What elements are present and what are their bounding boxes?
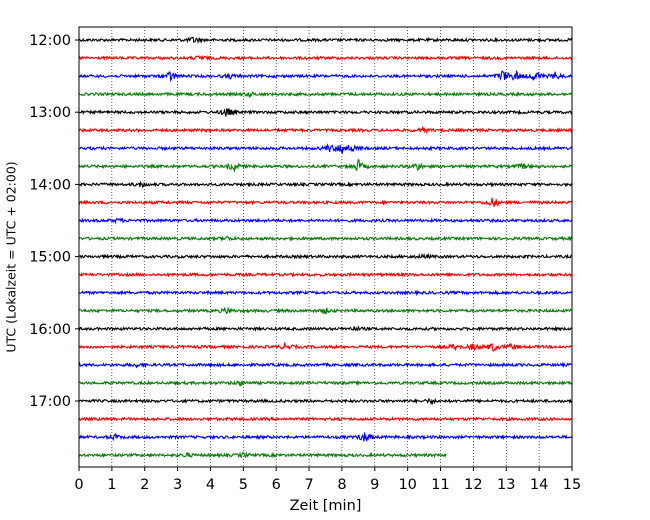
trace-1345 [78,158,573,173]
trace-1600 [78,325,573,333]
trace-1745 [78,451,447,459]
x-axis-ticks: 0 1 2 3 4 5 6 7 8 9 10 11 12 13 14 15 [74,467,581,493]
x-tick-label-10: 10 [398,477,416,493]
x-tick-label-7: 7 [304,477,313,493]
trace-1545 [78,306,572,315]
x-tick-label-14: 14 [530,477,548,493]
y-tick-label-1400: 14:00 [29,177,71,193]
y-tick-label-1300: 13:00 [29,105,71,121]
trace-1515 [78,271,573,278]
trace-1445 [78,235,573,243]
y-tick-label-1200: 12:00 [29,33,71,49]
trace-1700 [78,397,573,406]
vertical-gridlines [111,27,540,467]
trace-1330 [78,143,573,155]
x-tick-label-15: 15 [563,477,581,493]
y-axis-ticks: 12:00 13:00 14:00 15:00 16:00 17:00 [29,33,79,410]
x-tick-label-2: 2 [140,477,149,493]
y-tick-label-1600: 16:00 [29,322,71,338]
x-tick-label-3: 3 [173,477,182,493]
trace-1300 [78,107,573,117]
trace-1645 [78,379,573,387]
y-tick-label-1500: 15:00 [29,250,71,266]
trace-1230 [78,70,573,82]
trace-1730 [78,432,573,442]
x-tick-label-9: 9 [370,477,379,493]
trace-1245 [78,91,573,99]
y-axis-label: UTC (Lokalzeit = UTC + 02:00) [4,161,19,352]
x-tick-label-6: 6 [272,477,281,493]
trace-1415 [78,197,573,207]
x-tick-label-4: 4 [206,477,215,493]
trace-1400 [78,180,573,188]
trace-1615 [78,341,573,352]
seismogram-traces [78,36,573,459]
trace-1630 [78,361,572,369]
trace-1500 [78,252,573,260]
trace-1215 [78,54,573,62]
x-tick-label-12: 12 [464,477,482,493]
x-tick-label-1: 1 [107,477,116,493]
trace-1315 [78,125,573,135]
x-tick-label-8: 8 [337,477,346,493]
x-axis-label: Zeit [min] [290,498,362,514]
plot-frame [78,26,573,468]
y-tick-label-1700: 17:00 [29,394,71,410]
x-tick-label-5: 5 [239,477,248,493]
x-tick-label-11: 11 [431,477,449,493]
trace-1715 [78,416,573,423]
x-tick-label-0: 0 [74,477,83,493]
trace-1430 [78,217,573,225]
trace-1530 [78,289,573,297]
trace-1200 [78,36,573,44]
x-tick-label-13: 13 [497,477,515,493]
